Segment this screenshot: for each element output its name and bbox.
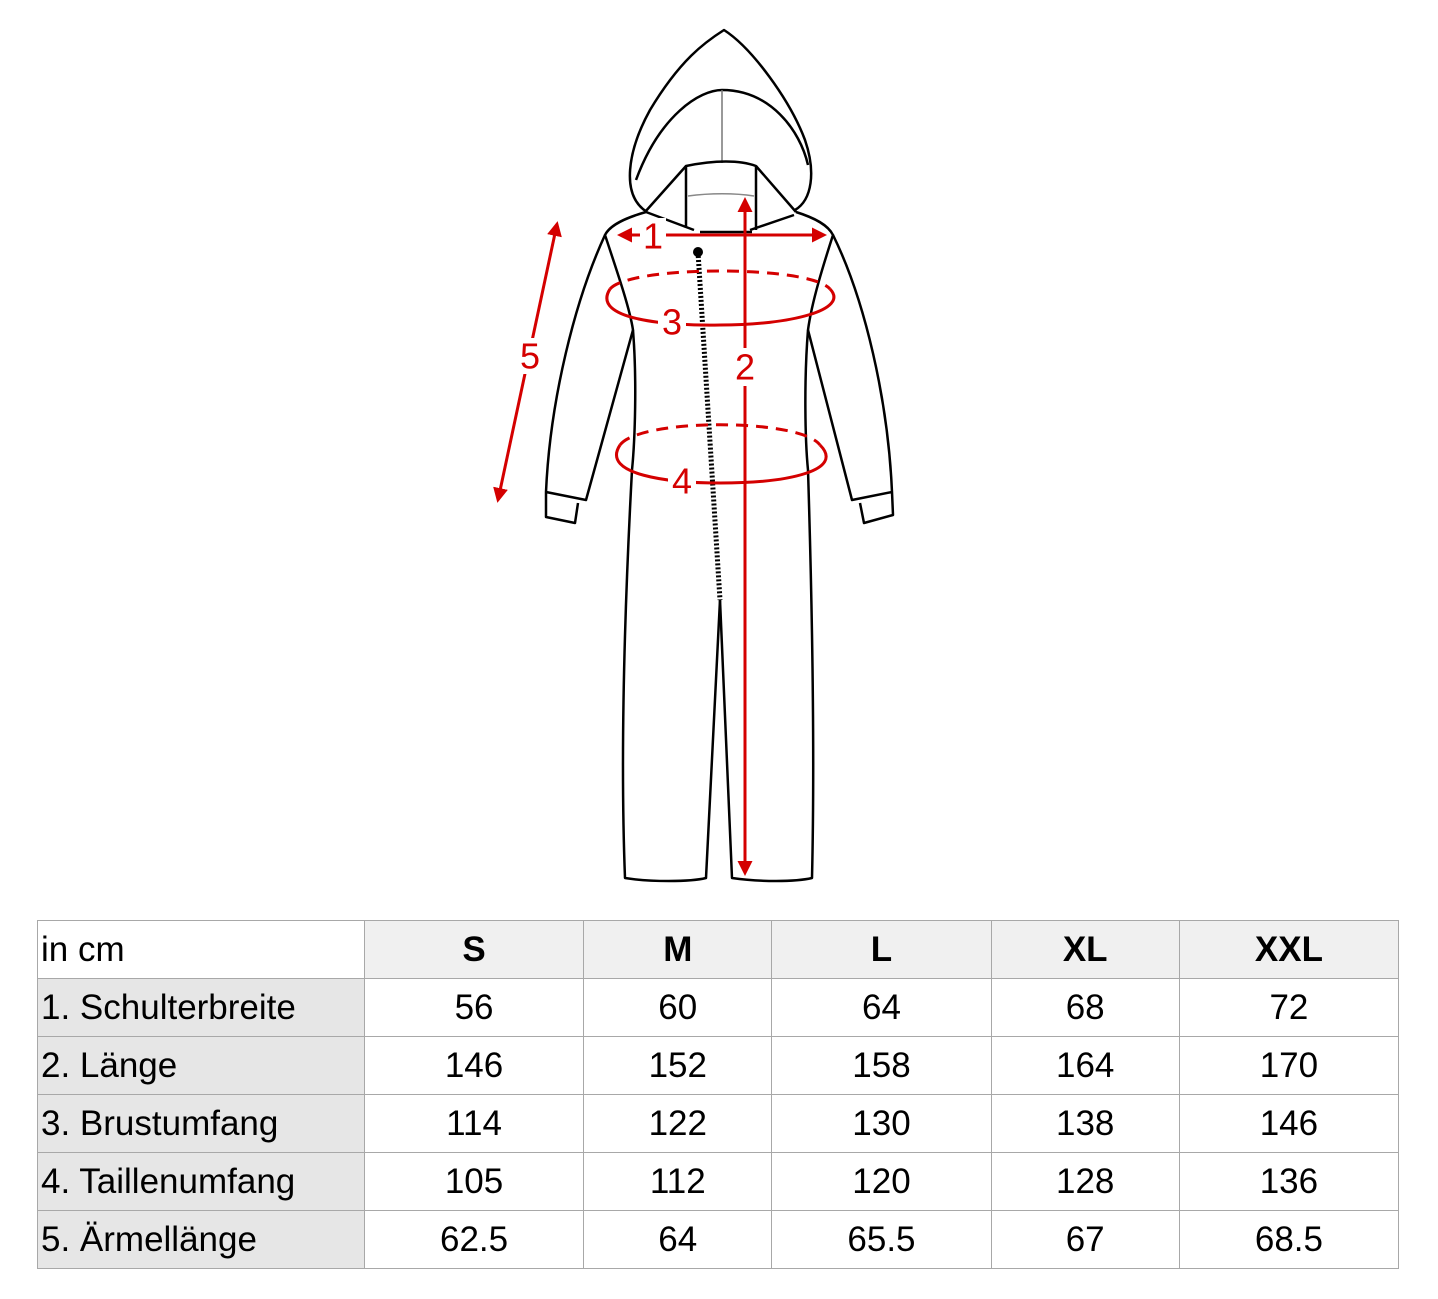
cell: 152 <box>583 1036 773 1095</box>
cell: 146 <box>1178 1094 1400 1153</box>
label-2: 2 <box>735 347 755 388</box>
cell: 128 <box>990 1152 1180 1211</box>
label-1: 1 <box>643 216 663 257</box>
hood-outer <box>628 28 813 214</box>
cell: 65.5 <box>771 1210 992 1269</box>
label-5: 5 <box>520 336 540 377</box>
cell: 56 <box>363 978 585 1037</box>
cell: 146 <box>363 1036 585 1095</box>
row-label: 5. Ärmellänge <box>37 1210 365 1269</box>
cell: 64 <box>583 1210 773 1269</box>
measure-labels: 1 2 3 4 5 <box>516 216 760 502</box>
cell: 68 <box>990 978 1180 1037</box>
chest-ellipse-front <box>605 287 836 327</box>
chest-ellipse-back <box>608 269 832 291</box>
label-4: 4 <box>672 461 692 502</box>
size-header: L <box>771 920 992 979</box>
table-header-row: in cm S M L XL XXL <box>37 920 1400 979</box>
row-label: 2. Länge <box>37 1036 365 1095</box>
cell: 164 <box>990 1036 1180 1095</box>
cell: 105 <box>363 1152 585 1211</box>
cell: 122 <box>583 1094 773 1153</box>
cell: 170 <box>1178 1036 1400 1095</box>
waist-ellipse-back <box>618 423 822 447</box>
cell: 64 <box>771 978 992 1037</box>
jumpsuit-outline <box>544 28 895 883</box>
row-label: 1. Schulterbreite <box>37 978 365 1037</box>
unit-label: in cm <box>37 920 365 979</box>
cell: 120 <box>771 1152 992 1211</box>
size-header: S <box>363 920 585 979</box>
cell: 158 <box>771 1036 992 1095</box>
cell: 62.5 <box>363 1210 585 1269</box>
cell: 136 <box>1178 1152 1400 1211</box>
cell: 72 <box>1178 978 1400 1037</box>
cell: 112 <box>583 1152 773 1211</box>
table-row: 3. Brustumfang 114 122 130 138 146 <box>37 1094 1400 1153</box>
waist-ellipse-front <box>615 443 828 485</box>
cell: 138 <box>990 1094 1180 1153</box>
row-label: 4. Taillenumfang <box>37 1152 365 1211</box>
cell: 60 <box>583 978 773 1037</box>
size-table: in cm S M L XL XXL 1. Schulterbreite 56 … <box>37 920 1400 1269</box>
size-header: XL <box>990 920 1180 979</box>
zipper-pull <box>693 247 703 257</box>
jumpsuit-diagram: 1 2 3 4 5 <box>493 28 895 883</box>
body-right <box>718 210 835 883</box>
measurements <box>493 197 836 876</box>
table-row: 1. Schulterbreite 56 60 64 68 72 <box>37 978 1400 1037</box>
table-row: 4. Taillenumfang 105 112 120 128 136 <box>37 1152 1400 1211</box>
cell: 67 <box>990 1210 1180 1269</box>
row-label: 3. Brustumfang <box>37 1094 365 1153</box>
right-sleeve <box>806 234 895 525</box>
cell: 68.5 <box>1178 1210 1400 1269</box>
collar <box>644 160 797 232</box>
size-header: XXL <box>1178 920 1400 979</box>
cell: 130 <box>771 1094 992 1153</box>
cell: 114 <box>363 1094 585 1153</box>
size-header: M <box>583 920 773 979</box>
table-row: 2. Länge 146 152 158 164 170 <box>37 1036 1400 1095</box>
table-row: 5. Ärmellänge 62.5 64 65.5 67 68.5 <box>37 1210 1400 1269</box>
label-3: 3 <box>662 302 682 343</box>
